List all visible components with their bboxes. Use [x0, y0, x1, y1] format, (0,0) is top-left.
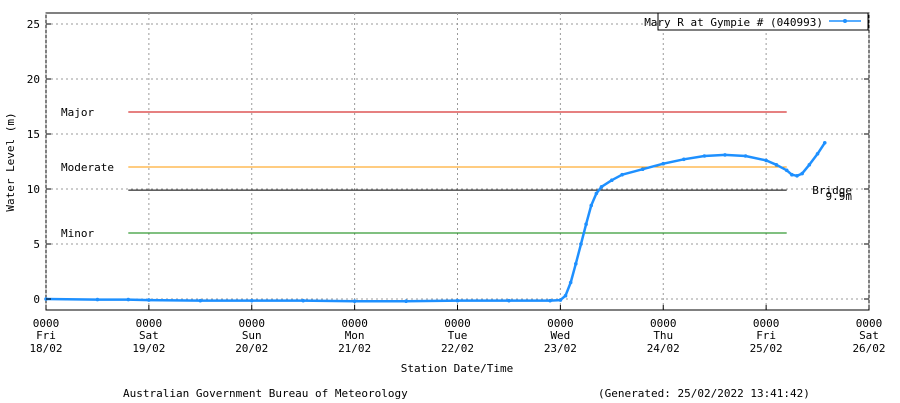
series-point — [784, 168, 789, 173]
x-axis-label: Station Date/Time — [401, 362, 514, 375]
x-tick-time: 0000 — [753, 317, 780, 330]
x-tick-day: Sun — [242, 329, 262, 342]
footer-left: Australian Government Bureau of Meteorol… — [123, 387, 408, 400]
x-tick-day: Thu — [653, 329, 673, 342]
x-tick-time: 0000 — [33, 317, 60, 330]
series-point — [815, 152, 820, 156]
series-point — [574, 262, 578, 266]
series-point — [301, 298, 305, 303]
x-tick-date: 21/02 — [338, 342, 371, 355]
x-tick-day: Fri — [36, 329, 56, 342]
threshold-label-moderate: Moderate — [61, 161, 114, 174]
series-point — [507, 298, 511, 303]
series-point — [579, 242, 583, 246]
series-point — [800, 171, 804, 176]
series-point — [807, 163, 812, 167]
series-point — [589, 203, 594, 208]
y-axis-ticks: 0 5 10 15 20 25 — [27, 18, 869, 306]
legend: Mary R at Gympie # (040993) — [644, 12, 869, 31]
grid — [45, 13, 870, 310]
x-axis-ticks: 0000Fri18/020000Sat19/020000Sun20/020000… — [29, 305, 886, 355]
x-tick-day: Fri — [756, 329, 776, 342]
series-point — [640, 167, 645, 171]
series-point — [594, 191, 599, 196]
x-tick-day: Wed — [550, 329, 570, 342]
plot-frame — [45, 12, 870, 311]
x-tick-day: Sat — [139, 329, 159, 342]
series-point — [723, 153, 727, 157]
series-point — [558, 298, 563, 302]
series-point — [249, 298, 254, 303]
x-tick-date: 26/02 — [852, 342, 885, 355]
x-tick-date: 22/02 — [441, 342, 474, 355]
series-point — [610, 178, 614, 182]
threshold-label-minor: Minor — [61, 227, 94, 240]
y-tick-label: 15 — [27, 128, 40, 141]
y-tick-label: 5 — [33, 238, 40, 251]
x-tick-date: 19/02 — [132, 342, 165, 355]
series-point — [764, 158, 768, 163]
series-point — [790, 172, 794, 177]
y-tick-label: 20 — [27, 73, 40, 86]
x-tick-day: Mon — [345, 329, 365, 342]
bridge-label: Bridge — [812, 184, 852, 197]
series-point — [198, 298, 203, 303]
footer-right: (Generated: 25/02/2022 13:41:42) — [598, 387, 810, 400]
series-point — [404, 299, 408, 304]
x-tick-date: 23/02 — [544, 342, 577, 355]
x-tick-time: 0000 — [650, 317, 677, 330]
series-point — [455, 298, 460, 303]
series-point — [599, 185, 604, 189]
series-point — [95, 297, 100, 302]
x-tick-date: 20/02 — [235, 342, 268, 355]
x-tick-time: 0000 — [341, 317, 368, 330]
series-point — [795, 174, 799, 178]
y-tick-label: 25 — [27, 18, 40, 31]
series-point — [126, 297, 131, 302]
threshold-label-major: Major — [61, 106, 94, 119]
series-point — [702, 154, 707, 158]
x-tick-date: 24/02 — [647, 342, 680, 355]
series-point — [568, 280, 573, 285]
x-tick-time: 0000 — [444, 317, 471, 330]
y-tick-label: 0 — [33, 293, 40, 306]
x-tick-time: 0000 — [239, 317, 266, 330]
series-point — [682, 157, 686, 162]
legend-swatch-marker — [843, 19, 847, 23]
x-tick-day: Tue — [448, 329, 468, 342]
x-tick-day: Sat — [859, 329, 879, 342]
series-point — [563, 293, 568, 298]
x-tick-date: 25/02 — [750, 342, 783, 355]
x-tick-date: 18/02 — [29, 342, 62, 355]
series-point — [743, 154, 748, 158]
series-point — [822, 141, 827, 145]
y-tick-label: 10 — [27, 183, 40, 196]
legend-box — [657, 12, 869, 31]
y-axis-label: Water Level (m) — [4, 112, 17, 211]
series-line — [44, 141, 827, 303]
series-point — [620, 172, 624, 177]
legend-series-name: Mary R at Gympie # (040993) — [644, 16, 823, 29]
series-point — [661, 161, 666, 166]
series-layer — [44, 141, 827, 304]
series-point — [352, 299, 357, 304]
series-point — [548, 298, 552, 303]
series-point — [774, 163, 779, 167]
x-tick-time: 0000 — [136, 317, 163, 330]
x-tick-time: 0000 — [547, 317, 574, 330]
series-point — [147, 298, 151, 302]
series-point — [584, 222, 588, 226]
x-tick-time: 0000 — [856, 317, 883, 330]
bridge-value-label: 9.9m — [826, 190, 853, 203]
